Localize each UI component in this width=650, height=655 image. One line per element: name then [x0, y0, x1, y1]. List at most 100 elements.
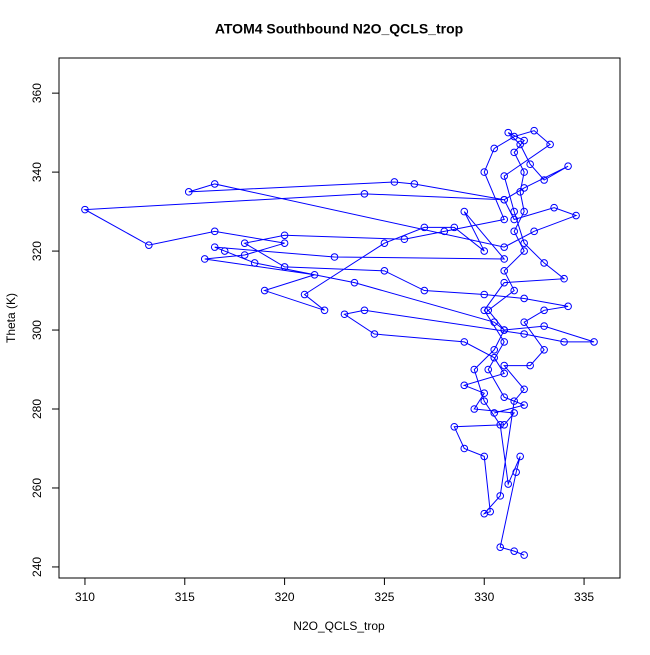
- data-point: [564, 302, 572, 311]
- data-point: [520, 239, 528, 247]
- data-point: [380, 239, 389, 247]
- data-point: [540, 176, 548, 184]
- data-point: [510, 215, 518, 224]
- data-point: [200, 255, 209, 263]
- data-point: [490, 345, 499, 354]
- data-point: [526, 361, 534, 370]
- data-point: [210, 180, 219, 188]
- data-point: [516, 140, 524, 149]
- data-point: [572, 211, 580, 220]
- data-point: [500, 361, 509, 370]
- data-point: [480, 389, 489, 398]
- data-point: [210, 227, 219, 236]
- data-point: [484, 365, 493, 374]
- data-point: [510, 207, 518, 216]
- data-point: [540, 345, 548, 354]
- y-tick-label: 240: [30, 557, 44, 577]
- data-point: [520, 294, 528, 303]
- data-point: [490, 144, 499, 153]
- data-point: [520, 207, 528, 216]
- data-point: [460, 338, 469, 346]
- data-point: [470, 405, 479, 413]
- plot-frame: [58, 57, 621, 579]
- data-point: [184, 188, 193, 196]
- data-point: [540, 259, 548, 267]
- data-point: [390, 178, 399, 186]
- data-point: [510, 132, 518, 141]
- data-point: [310, 270, 319, 279]
- data-point: [145, 241, 153, 249]
- data-point: [516, 188, 524, 196]
- x-tick-label: 330: [474, 590, 494, 604]
- data-point: [530, 227, 538, 236]
- data-point: [360, 190, 369, 198]
- data-point: [510, 227, 518, 236]
- data-point: [496, 543, 505, 552]
- data-point: [484, 306, 493, 315]
- chart-title: ATOM4 Southbound N2O_QCLS_trop: [215, 21, 463, 37]
- data-point: [510, 148, 518, 157]
- data-point: [460, 381, 469, 390]
- data-point: [240, 239, 249, 247]
- data-point: [504, 128, 512, 137]
- y-tick-label: 320: [30, 241, 44, 261]
- data-point: [520, 385, 528, 394]
- data-point: [496, 492, 505, 500]
- data-point: [280, 239, 289, 247]
- data-point: [500, 243, 509, 251]
- data-point: [400, 235, 409, 244]
- data-point: [500, 338, 509, 346]
- data-point: [280, 263, 289, 271]
- data-point: [520, 168, 528, 176]
- data-point: [340, 310, 349, 319]
- data-point: [260, 286, 269, 295]
- x-tick-label: 320: [275, 590, 295, 604]
- data-point: [540, 306, 548, 315]
- data-point: [526, 160, 534, 169]
- y-tick-label: 280: [30, 399, 44, 419]
- data-point: [560, 274, 568, 283]
- data-point: [450, 422, 459, 431]
- data-point: [546, 140, 554, 149]
- data-point: [500, 195, 509, 204]
- data-point: [496, 421, 505, 429]
- data-point: [520, 318, 528, 326]
- data-point: [510, 547, 518, 555]
- data-point: [500, 172, 509, 180]
- data-point: [500, 278, 509, 287]
- data-point: [500, 326, 509, 334]
- data-point: [510, 397, 518, 405]
- data-point: [520, 247, 528, 255]
- data-point: [380, 267, 389, 275]
- data-point: [520, 551, 528, 559]
- data-point: [410, 180, 419, 188]
- data-point: [520, 136, 528, 145]
- data-point: [512, 468, 520, 476]
- y-tick-label: 260: [30, 478, 44, 498]
- data-point: [490, 353, 499, 362]
- data-point: [480, 247, 489, 255]
- data-point: [500, 267, 509, 275]
- data-point: [370, 330, 379, 338]
- data-point: [500, 421, 509, 429]
- data-point: [590, 338, 598, 346]
- data-point: [480, 509, 489, 518]
- y-tick-label: 340: [30, 162, 44, 182]
- data-point: [550, 203, 558, 212]
- data-point: [320, 306, 329, 315]
- data-point: [480, 452, 489, 461]
- data-point: [530, 126, 538, 135]
- data-point: [480, 397, 489, 405]
- data-point: [510, 409, 518, 417]
- data-point: [280, 231, 289, 240]
- data-point: [460, 444, 469, 453]
- data-point: [440, 227, 449, 236]
- data-point: [510, 286, 518, 295]
- y-tick-label: 360: [30, 83, 44, 103]
- data-point: [520, 184, 528, 192]
- x-axis-label: N2O_QCLS_trop: [293, 619, 385, 633]
- data-point: [220, 247, 229, 255]
- data-point: [470, 365, 479, 374]
- x-tick-label: 310: [75, 590, 95, 604]
